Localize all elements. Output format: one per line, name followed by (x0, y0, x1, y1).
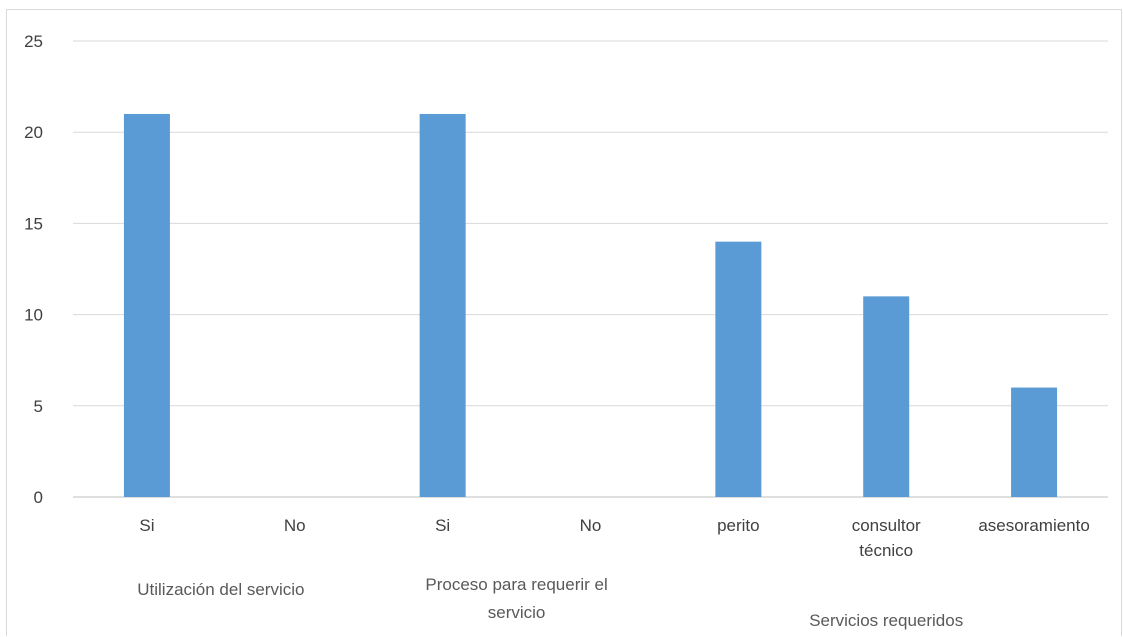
y-tick-label: 5 (34, 397, 43, 416)
y-tick-label: 15 (24, 214, 43, 233)
bar (123, 113, 170, 498)
group-label: Proceso para requerir el (425, 575, 607, 594)
y-tick-label: 20 (24, 123, 43, 142)
x-tick-label: Si (139, 516, 154, 535)
bar (419, 113, 466, 498)
group-label: Servicios requeridos (809, 611, 963, 630)
group-label: servicio (488, 603, 546, 622)
y-tick-label: 10 (24, 306, 43, 325)
y-tick-label: 0 (34, 488, 43, 507)
x-tick-label: No (284, 516, 306, 535)
x-tick-label: técnico (859, 541, 913, 560)
x-tick-label: consultor (852, 516, 921, 535)
bar (863, 296, 910, 497)
chart-frame (6, 9, 1122, 636)
x-tick-label: perito (717, 516, 760, 535)
y-tick-label: 25 (24, 32, 43, 51)
group-label: Utilización del servicio (137, 580, 304, 599)
bar (1011, 387, 1058, 497)
x-tick-label: Si (435, 516, 450, 535)
x-tick-label: asesoramiento (978, 516, 1090, 535)
x-tick-label: No (580, 516, 602, 535)
bar (715, 241, 762, 497)
